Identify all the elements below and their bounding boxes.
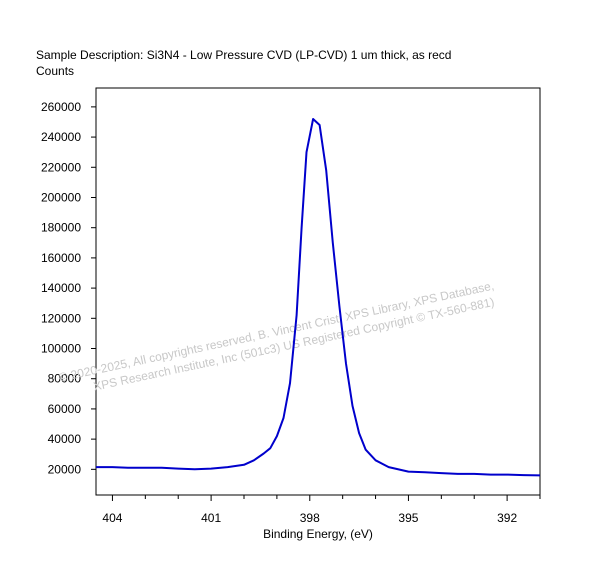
x-tick-label: 401 — [201, 511, 221, 525]
y-tick-label: 120000 — [41, 311, 81, 325]
y-tick-label: 200000 — [41, 190, 81, 204]
watermark-line-1: © 2020-2025, All copyrights reserved, B.… — [57, 279, 495, 385]
x-axis-label: Binding Energy, (eV) — [263, 527, 373, 541]
y-axis-label: Counts — [36, 64, 74, 78]
x-axis-ticks: 404 401 398 395 392 — [102, 495, 541, 525]
y-tick-label: 220000 — [41, 160, 81, 174]
x-tick-label: 404 — [102, 511, 122, 525]
y-tick-label: 20000 — [48, 462, 82, 476]
x-tick-label: 392 — [497, 511, 517, 525]
y-tick-label: 40000 — [48, 432, 82, 446]
y-tick-label: 180000 — [41, 221, 81, 235]
y-tick-label: 60000 — [48, 402, 82, 416]
y-tick-label: 140000 — [41, 281, 81, 295]
y-tick-label: 240000 — [41, 130, 81, 144]
y-tick-label: 80000 — [48, 372, 82, 386]
plot-frame — [95, 87, 541, 496]
series-line — [96, 118, 541, 477]
y-tick-label: 260000 — [41, 100, 81, 114]
y-axis-ticks: 20000 40000 60000 80000 100000 120000 140000 16… — [41, 100, 96, 476]
x-tick-label: 398 — [300, 511, 320, 525]
copyright-watermark: © 2020-2025, All copyrights reserved, B.… — [57, 279, 495, 394]
chart-title: Sample Description: Si3N4 - Low Pressure… — [36, 48, 451, 62]
y-tick-label: 100000 — [41, 342, 81, 356]
x-tick-label: 395 — [398, 511, 418, 525]
y-tick-label: 160000 — [41, 251, 81, 265]
